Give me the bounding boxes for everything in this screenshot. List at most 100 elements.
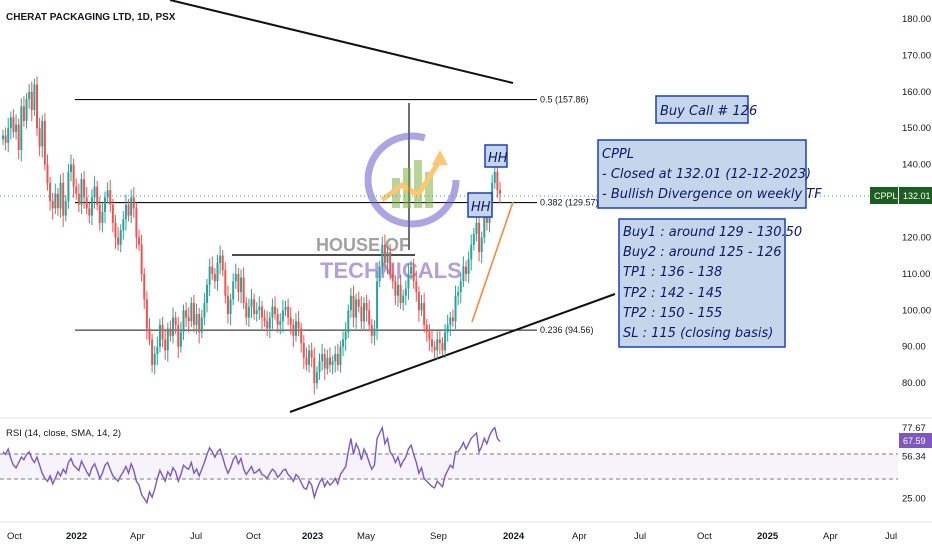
- candle-body[interactable]: [491, 182, 494, 202]
- candle-body[interactable]: [93, 186, 96, 198]
- candle-body[interactable]: [449, 317, 452, 325]
- candle-body[interactable]: [138, 237, 141, 245]
- candle-body[interactable]: [255, 310, 258, 314]
- candle-body[interactable]: [423, 303, 426, 325]
- candle-body[interactable]: [470, 244, 473, 260]
- candle-body[interactable]: [104, 197, 107, 212]
- candle-body[interactable]: [145, 299, 148, 329]
- candle-body[interactable]: [315, 372, 318, 384]
- candle-body[interactable]: [365, 303, 368, 311]
- candle-body[interactable]: [153, 354, 156, 365]
- candle-body[interactable]: [334, 354, 337, 362]
- candle-body[interactable]: [480, 237, 483, 253]
- candle-body[interactable]: [172, 317, 175, 336]
- candle-body[interactable]: [357, 299, 360, 307]
- candle-body[interactable]: [420, 303, 423, 311]
- candle-body[interactable]: [25, 99, 28, 121]
- candle-body[interactable]: [318, 361, 321, 373]
- candle-body[interactable]: [485, 215, 488, 223]
- candle-body[interactable]: [472, 233, 475, 245]
- candle-body[interactable]: [430, 339, 433, 347]
- candle-body[interactable]: [260, 306, 263, 318]
- candle-body[interactable]: [433, 346, 436, 351]
- upper-trendline[interactable]: [169, 0, 514, 84]
- candle-body[interactable]: [72, 164, 75, 187]
- candle-body[interactable]: [80, 179, 83, 205]
- candle-body[interactable]: [203, 303, 206, 318]
- candle-body[interactable]: [383, 244, 386, 263]
- candle-body[interactable]: [151, 339, 154, 365]
- candle-body[interactable]: [428, 332, 431, 340]
- candle-body[interactable]: [464, 266, 467, 274]
- candle-body[interactable]: [391, 273, 394, 282]
- candle-body[interactable]: [51, 201, 54, 209]
- candle-body[interactable]: [444, 332, 447, 351]
- candle-body[interactable]: [268, 317, 271, 329]
- candle-body[interactable]: [499, 190, 501, 194]
- candle-body[interactable]: [352, 295, 355, 318]
- candle-body[interactable]: [179, 332, 182, 347]
- candle-body[interactable]: [292, 324, 295, 336]
- candle-body[interactable]: [148, 328, 151, 340]
- candle-body[interactable]: [185, 310, 188, 318]
- hh-label-lower[interactable]: HH: [467, 192, 493, 218]
- candle-body[interactable]: [111, 204, 114, 223]
- candle-body[interactable]: [229, 299, 232, 314]
- candle-body[interactable]: [302, 343, 305, 358]
- candle-body[interactable]: [216, 262, 219, 282]
- candle-body[interactable]: [67, 171, 70, 202]
- candle-body[interactable]: [438, 339, 441, 344]
- candle-body[interactable]: [164, 339, 167, 351]
- candle-body[interactable]: [493, 171, 496, 183]
- candle-body[interactable]: [321, 354, 324, 362]
- candle-body[interactable]: [234, 273, 237, 282]
- candle-body[interactable]: [279, 321, 282, 325]
- candle-body[interactable]: [373, 328, 376, 336]
- candle-body[interactable]: [38, 128, 41, 147]
- candle-body[interactable]: [232, 281, 235, 300]
- candle-body[interactable]: [198, 313, 201, 333]
- candle-body[interactable]: [135, 208, 138, 238]
- candle-body[interactable]: [200, 317, 203, 333]
- candle-body[interactable]: [7, 128, 10, 143]
- candle-body[interactable]: [446, 324, 449, 333]
- candle-body[interactable]: [20, 106, 23, 151]
- candle-body[interactable]: [412, 266, 415, 282]
- candle-body[interactable]: [331, 361, 334, 365]
- candle-body[interactable]: [281, 310, 284, 322]
- candle-body[interactable]: [70, 164, 73, 172]
- candles-series[interactable]: [2, 76, 501, 395]
- candle-body[interactable]: [410, 266, 413, 274]
- candle-body[interactable]: [284, 306, 287, 311]
- candle-body[interactable]: [96, 186, 99, 205]
- candle-body[interactable]: [342, 339, 345, 347]
- candle-body[interactable]: [294, 321, 297, 336]
- candle-body[interactable]: [459, 281, 462, 293]
- candle-body[interactable]: [36, 84, 39, 129]
- candle-body[interactable]: [362, 303, 365, 322]
- candle-body[interactable]: [174, 317, 177, 325]
- candle-body[interactable]: [221, 255, 224, 271]
- candle-body[interactable]: [77, 193, 80, 205]
- candle-body[interactable]: [119, 230, 122, 245]
- candle-body[interactable]: [46, 164, 49, 183]
- candle-body[interactable]: [483, 215, 486, 238]
- candle-body[interactable]: [478, 222, 481, 253]
- levels-box[interactable]: Buy1 : around 129 - 130.50 Buy2 : around…: [618, 218, 802, 348]
- candle-body[interactable]: [187, 317, 190, 322]
- candle-body[interactable]: [90, 197, 93, 216]
- candle-body[interactable]: [12, 117, 15, 132]
- candle-body[interactable]: [263, 317, 266, 322]
- candle-body[interactable]: [122, 219, 125, 231]
- candle-body[interactable]: [245, 303, 248, 318]
- candle-body[interactable]: [441, 343, 444, 351]
- candle-body[interactable]: [289, 317, 292, 325]
- candle-body[interactable]: [347, 310, 350, 333]
- candle-body[interactable]: [206, 284, 209, 304]
- candle-body[interactable]: [192, 303, 195, 325]
- candle-body[interactable]: [402, 295, 405, 304]
- candle-body[interactable]: [313, 357, 316, 384]
- candle-body[interactable]: [436, 339, 439, 351]
- candle-body[interactable]: [417, 292, 420, 311]
- candle-body[interactable]: [98, 204, 101, 223]
